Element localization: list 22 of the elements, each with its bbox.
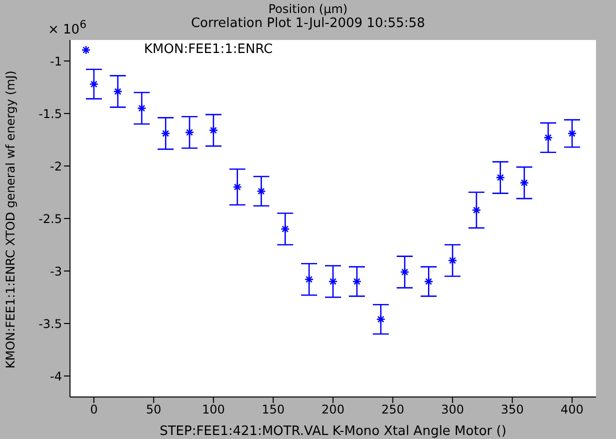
y-tick-label: -1.5	[38, 106, 62, 121]
text: KMON:FEE1:1:ENRC	[144, 42, 273, 57]
x-axis-title: STEP:FEE1:421:MOTR.VAL K-Mono Xtal Angle Motor ()	[160, 424, 506, 439]
x-tick-label: 50	[146, 402, 162, 417]
x-tick-label: 100	[202, 402, 225, 417]
x-tick-label: 250	[381, 402, 404, 417]
y-tick-label: -2	[50, 159, 62, 174]
x-tick-label: 150	[262, 402, 285, 417]
y-tick-label: -3	[50, 264, 62, 278]
chart-title: Correlation Plot 1-Jul-2009 10:55:58	[190, 16, 426, 31]
y-tick-label: -3.5	[38, 316, 62, 331]
x-tick-label: 350	[500, 402, 524, 417]
y-axis-title: KMON:FEE1:1:ENRC XTOD general wf energy (mJ)	[3, 70, 18, 368]
text: × 10$^{6}$	[48, 18, 86, 38]
x-tick-label: 400	[560, 402, 584, 417]
x-tick-label: 300	[441, 402, 464, 417]
x-tick-label: 200	[322, 402, 344, 417]
y-tick-label: -2.5	[38, 212, 62, 226]
y-tick-label: -1	[50, 54, 62, 68]
y-tick-label: -4	[50, 369, 62, 384]
x-tick-label: 0	[90, 402, 98, 417]
chart-subtitle: Position (μm)	[267, 2, 349, 16]
